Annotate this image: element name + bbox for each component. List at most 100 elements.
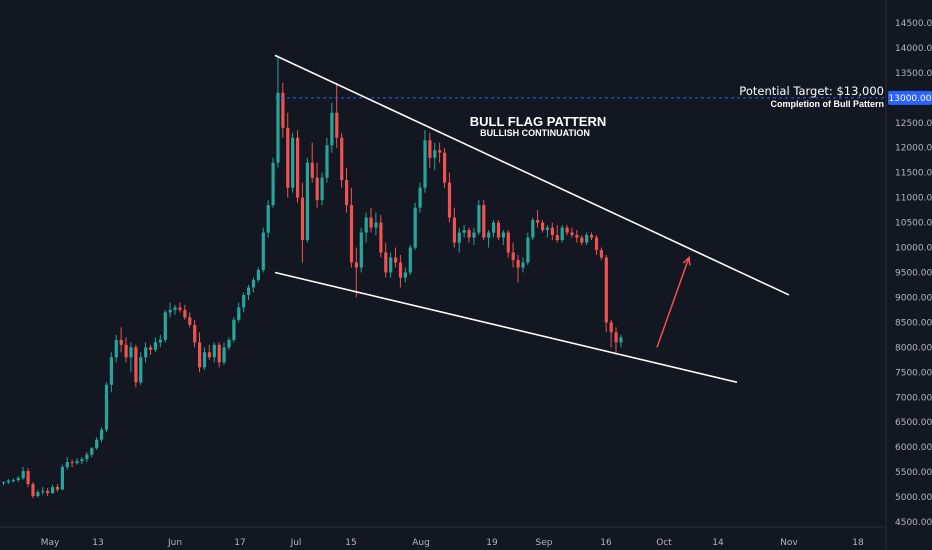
candle-body [536,220,540,223]
candle-body [447,182,452,218]
x-tick-label: 15 [345,538,356,548]
candle-body [594,237,599,251]
candle-body [41,491,45,493]
chart-subtitle: BULLISH CONTINUATION [480,128,590,138]
candle-body [580,237,584,243]
candle-body [472,232,476,238]
candle-body [296,137,300,198]
candle-body [149,347,153,350]
candle-body [438,150,442,153]
candle-body [232,319,236,340]
candle-body [300,197,305,241]
candle-body [11,480,15,482]
candle-body [198,342,202,368]
candle-body [153,342,158,350]
candle-body [619,337,623,343]
candle-body [511,252,515,261]
candle-body [291,137,295,188]
x-tick-label: 14 [712,538,724,548]
candle-body [104,384,109,430]
candle-body [51,487,55,494]
target-price-badge-bg [888,90,932,105]
y-tick-label: 12000.00 [895,144,932,154]
candle-body [144,347,148,358]
x-tick-label: 18 [852,538,864,548]
candle-body [109,357,113,385]
candle-body [374,222,378,228]
projection-arrow [656,257,690,348]
candle-body [614,332,618,343]
candle-body [570,232,574,236]
candle-body [398,262,403,278]
candle-body [129,347,133,358]
candle-body [369,217,373,228]
upper-trendline [274,54,790,296]
candle-body [222,347,226,363]
candle-body [90,448,94,455]
candle-body [492,222,496,233]
y-tick-label: 10500.00 [895,219,932,229]
candle-body [310,162,314,178]
y-tick-label: 5500.00 [895,468,932,478]
candle-body [266,205,270,233]
candle-body [36,492,40,497]
candle-body [242,294,246,308]
candle-body [256,269,260,280]
candle-body [345,180,349,206]
candle-body [26,471,30,485]
y-tick-label: 6000.00 [895,443,932,453]
candle-body [124,344,128,358]
candle-body [168,309,172,313]
y-tick-label: 8500.00 [895,318,932,328]
candle-body [207,352,211,358]
candle-body [247,287,251,295]
candle-body [60,467,64,490]
x-tick-label: Jul [290,538,302,548]
x-tick-label: Jun [167,538,182,548]
candle-body [31,484,35,497]
candle-body [496,222,501,238]
price-axis[interactable]: 4500.00 5000.00 5500.00 6000.00 6500.00 7000.… [895,19,932,528]
y-tick-label: 9000.00 [895,293,932,303]
target-price-badge-text: 13000.00 [889,94,932,104]
candle-body [173,307,177,310]
y-tick-label: 7000.00 [895,393,932,403]
y-tick-label: 13500.00 [895,69,932,79]
candle-body [46,491,50,494]
x-tick-label: 17 [234,538,245,548]
candle-body [188,317,192,325]
candle-body [281,92,285,128]
candle-body [516,260,520,268]
y-tick-label: 6500.00 [895,418,932,428]
y-tick-label: 11000.00 [895,194,932,204]
candle-body [545,227,550,231]
candle-body [330,112,334,146]
candle-body [541,222,545,231]
candle-body [217,344,221,363]
candle-body [305,162,309,241]
candle-body [575,235,579,238]
candle-body [354,262,358,268]
candle-body [286,127,290,188]
candle-body [364,217,368,233]
candles-layer [2,55,623,499]
candle-body [315,177,319,201]
target-price-badge: 13000.00 [888,90,932,105]
candle-body [134,347,138,383]
lower-trendline [274,271,738,384]
y-tick-label: 5000.00 [895,493,932,503]
candle-body [95,439,99,449]
candle-body [100,429,104,440]
candle-body [413,207,417,248]
time-axis[interactable]: May 13 Jun 17 Jul 15 Aug 19 Sep 16 Oct 14 Nov 18 [41,538,864,548]
candle-body [477,205,481,233]
y-tick-label: 11500.00 [895,169,932,179]
candle-body [384,252,388,273]
candle-body [6,480,11,483]
candle-body [183,309,187,318]
candle-body [418,187,422,208]
chart-title: BULL FLAG PATTERN [470,114,607,129]
candle-body [555,235,559,241]
